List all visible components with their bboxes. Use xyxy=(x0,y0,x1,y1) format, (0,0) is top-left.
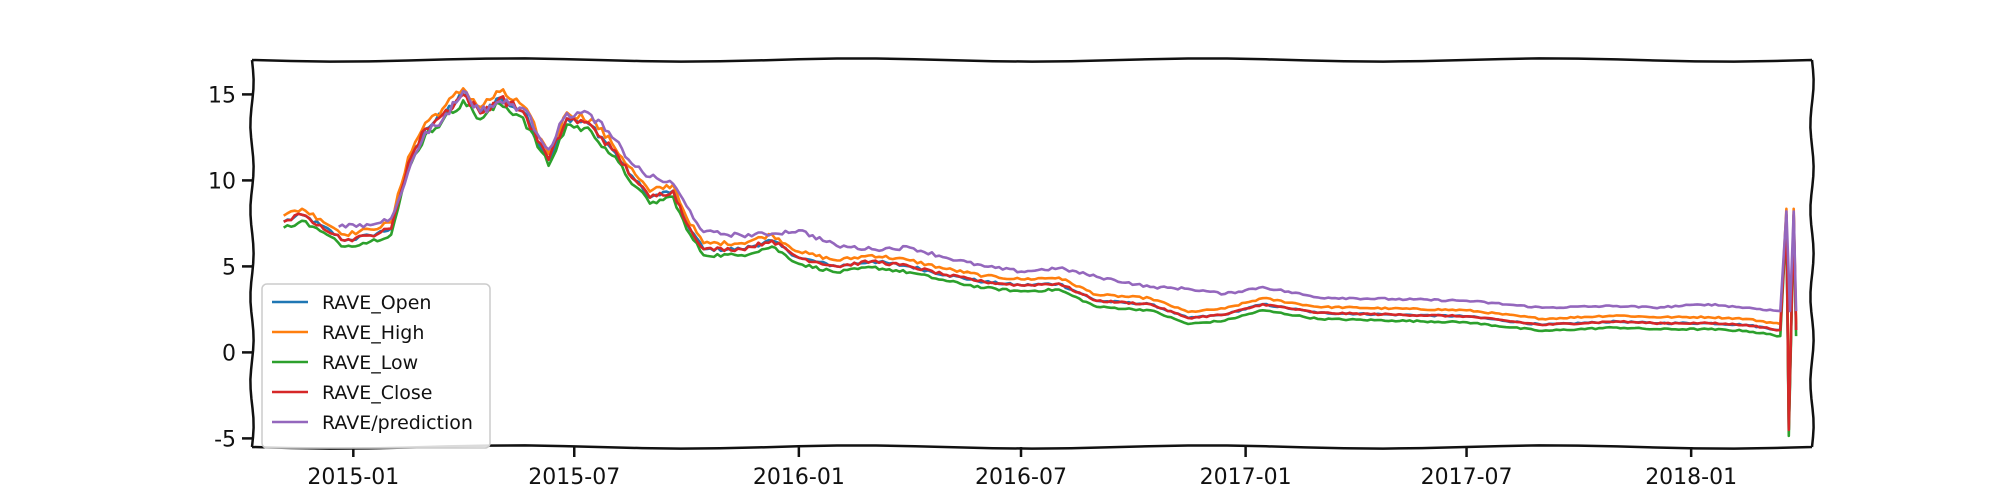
series-line-0 xyxy=(283,93,1798,432)
x-axis: 2015-01 2015-07 2016-01 2016-07 2017-01 2017-… xyxy=(307,447,1737,490)
series-line-1 xyxy=(282,87,1798,426)
y-tick-label: 10 xyxy=(208,169,236,194)
y-tick-label: -5 xyxy=(214,427,236,452)
series-line-2 xyxy=(282,99,1798,438)
legend-label: RAVE_Open xyxy=(322,292,431,314)
x-tick-label: 2015-07 xyxy=(528,465,620,490)
series-line-4 xyxy=(338,89,1798,313)
x-tick-label: 2017-07 xyxy=(1421,465,1513,490)
x-tick-label: 2016-07 xyxy=(975,465,1067,490)
legend: RAVE_Open RAVE_High RAVE_Low RAVE_Close RAVE… xyxy=(261,283,491,449)
y-tick-label: 15 xyxy=(208,83,236,108)
legend-box xyxy=(261,283,491,449)
legend-label: RAVE_Close xyxy=(322,382,432,404)
y-tick-label: 0 xyxy=(222,341,236,366)
axes-frame xyxy=(249,57,1815,450)
series-line-3 xyxy=(283,93,1798,432)
plot-lines xyxy=(282,87,1798,438)
legend-label: RAVE_Low xyxy=(322,352,418,374)
x-tick-label: 2017-01 xyxy=(1200,465,1292,490)
x-tick-label: 2018-01 xyxy=(1645,465,1737,490)
y-tick-label: 5 xyxy=(222,255,236,280)
x-tick-label: 2016-01 xyxy=(753,465,845,490)
y-axis: 15 10 5 0 -5 xyxy=(208,83,252,452)
legend-label: RAVE/prediction xyxy=(322,412,473,434)
x-tick-label: 2015-01 xyxy=(307,465,399,490)
legend-label: RAVE_High xyxy=(322,322,424,344)
